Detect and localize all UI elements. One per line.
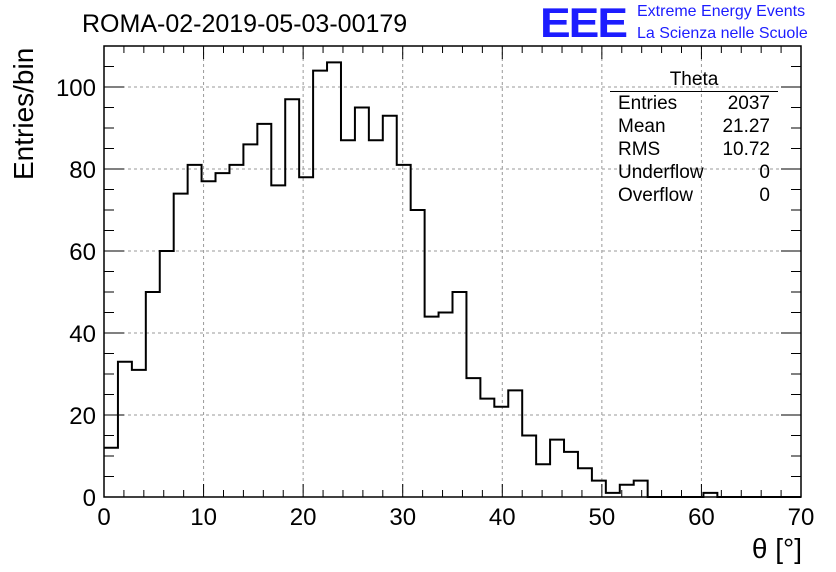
stats-value: 0	[759, 185, 770, 206]
stats-title: Theta	[610, 70, 778, 92]
stats-label: RMS	[618, 139, 661, 160]
histogram-bin	[564, 452, 578, 497]
tick-labels: 0 10 20 30 40 50 60 70 0 20 40 60 80 100	[56, 75, 814, 531]
histogram-bin	[536, 464, 550, 497]
stats-row-rms: RMS 10.72	[610, 138, 778, 161]
histogram-bin	[174, 194, 188, 497]
y-tick-label: 80	[69, 157, 96, 184]
stats-value: 10.72	[722, 139, 770, 160]
histogram-bin	[313, 71, 327, 497]
histogram-bin	[216, 173, 230, 497]
stats-label: Overflow	[618, 185, 693, 206]
histogram-bin	[466, 378, 480, 497]
x-axis-label: θ [°]	[751, 533, 802, 564]
x-tick-label: 30	[389, 504, 416, 531]
plot-frame	[103, 45, 802, 498]
histogram-step-line	[104, 61, 801, 498]
histogram-bin	[592, 481, 606, 497]
x-tick-label: 0	[97, 504, 110, 531]
histogram-bin	[243, 144, 257, 497]
x-tick-label: 50	[589, 504, 616, 531]
x-tick-label: 60	[688, 504, 715, 531]
histogram-bin	[508, 390, 522, 497]
stats-row-overflow: Overflow 0	[610, 184, 778, 207]
eee-logo: EEE	[540, 0, 628, 47]
histogram-bin	[188, 165, 202, 497]
stats-box: Theta Entries 2037 Mean 21.27 RMS 10.72 …	[610, 70, 778, 207]
x-tick-label: 20	[290, 504, 317, 531]
stats-label: Entries	[618, 93, 678, 114]
histogram-bin	[229, 165, 243, 497]
stats-value: 21.27	[722, 116, 770, 137]
x-tick-label: 70	[788, 504, 815, 531]
histogram-bin	[634, 481, 648, 497]
histogram-bin	[257, 124, 271, 497]
histogram-bin	[439, 313, 453, 498]
x-tick-label: 10	[190, 504, 217, 531]
y-axis-label: Entries/bin	[8, 47, 39, 180]
histogram-bin	[550, 440, 564, 497]
stats-value: 2037	[727, 93, 770, 114]
histogram-bin	[132, 370, 146, 497]
histogram-bin	[369, 140, 383, 497]
histogram-bin	[271, 185, 285, 497]
stats-row-entries: Entries 2037	[610, 92, 778, 115]
y-tick-label: 60	[69, 239, 96, 266]
histogram-bin	[355, 108, 369, 498]
histogram-bin	[480, 399, 494, 497]
histogram-bin	[522, 436, 536, 498]
histogram-bin	[341, 140, 355, 497]
stats-row-underflow: Underflow 0	[610, 161, 778, 184]
x-tick-label: 40	[489, 504, 516, 531]
histogram-bin	[425, 317, 439, 497]
run-title: ROMA-02-2019-05-03-00179	[82, 10, 408, 38]
histogram-bin	[411, 210, 425, 497]
logo-tagline-2: La Scienza nelle Scuole	[637, 25, 808, 42]
y-tick-label: 0	[83, 485, 96, 512]
grid-lines	[104, 46, 801, 497]
stats-label: Underflow	[618, 162, 704, 183]
histogram-bin	[146, 292, 160, 497]
y-tick-label: 40	[69, 321, 96, 348]
histogram-bin	[160, 251, 174, 497]
y-tick-label: 100	[56, 75, 96, 102]
stats-value: 0	[759, 162, 770, 183]
stats-row-mean: Mean 21.27	[610, 115, 778, 138]
histogram-bin	[494, 407, 508, 497]
logo-tagline-1: Extreme Energy Events	[637, 3, 806, 20]
histogram-bin	[285, 99, 299, 497]
histogram-bin	[383, 116, 397, 497]
histogram-bin	[118, 362, 132, 497]
histogram-bin	[453, 292, 467, 497]
histogram-bin	[578, 468, 592, 497]
histogram-bin	[299, 177, 313, 497]
histogram-bin	[327, 62, 341, 497]
stats-label: Mean	[618, 116, 666, 137]
histogram-bin	[104, 448, 118, 497]
y-tick-label: 20	[69, 403, 96, 430]
histogram-bin	[397, 165, 411, 497]
